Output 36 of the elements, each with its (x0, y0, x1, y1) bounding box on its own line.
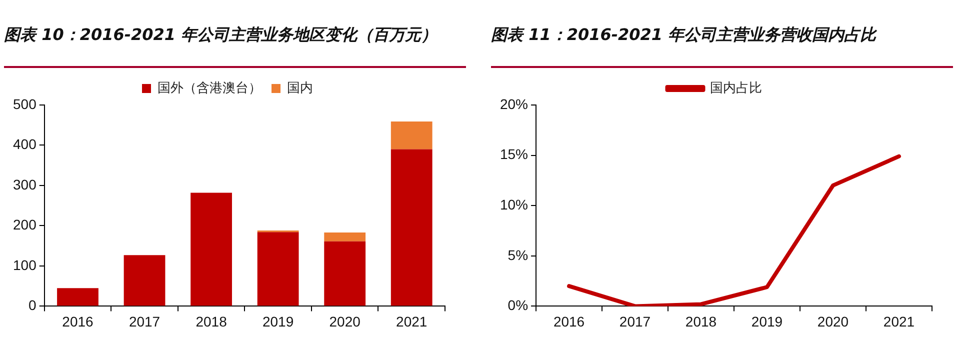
y-tick-label: 500 (13, 96, 37, 112)
legend-label: 国内 (287, 80, 313, 96)
y-tick-label: 400 (13, 136, 37, 152)
bar (257, 232, 299, 306)
bar (190, 192, 232, 306)
x-tick-label: 2016 (553, 313, 585, 330)
x-tick-label: 2017 (128, 313, 160, 330)
bar (324, 232, 366, 242)
y-tick-label: 10% (500, 196, 528, 212)
x-tick-label: 2019 (751, 313, 783, 330)
bar (57, 288, 98, 306)
x-tick-label: 2019 (262, 313, 294, 330)
x-tick-label: 2021 (883, 313, 915, 330)
x-tick-label: 2016 (62, 313, 94, 330)
bar (390, 149, 432, 306)
chart-title: 图表 11：2016-2021 年公司主营业务营收国内占比 (491, 4, 953, 68)
y-tick-label: 20% (500, 96, 528, 112)
y-tick-label: 100 (13, 256, 37, 273)
x-tick-label: 2021 (396, 313, 428, 330)
legend-label: 国外（含港澳台） (158, 80, 262, 96)
y-tick-label: 5% (508, 246, 528, 263)
y-tick-label: 300 (13, 176, 37, 192)
y-tick-label: 200 (13, 216, 37, 233)
x-tick-label: 2017 (619, 313, 651, 330)
chart-title: 图表 10：2016-2021 年公司主营业务地区变化（百万元） (4, 4, 466, 68)
legend-label: 国内占比 (710, 80, 762, 96)
y-tick-label: 0 (28, 297, 37, 314)
x-tick-label: 2018 (685, 313, 717, 330)
x-tick-label: 2020 (817, 313, 849, 330)
x-tick-label: 2020 (329, 313, 361, 330)
y-tick-label: 0% (508, 297, 528, 314)
y-tick-label: 15% (500, 146, 528, 162)
bar (124, 255, 166, 306)
bar (390, 122, 432, 150)
x-tick-label: 2018 (196, 313, 228, 330)
bar (324, 241, 366, 306)
